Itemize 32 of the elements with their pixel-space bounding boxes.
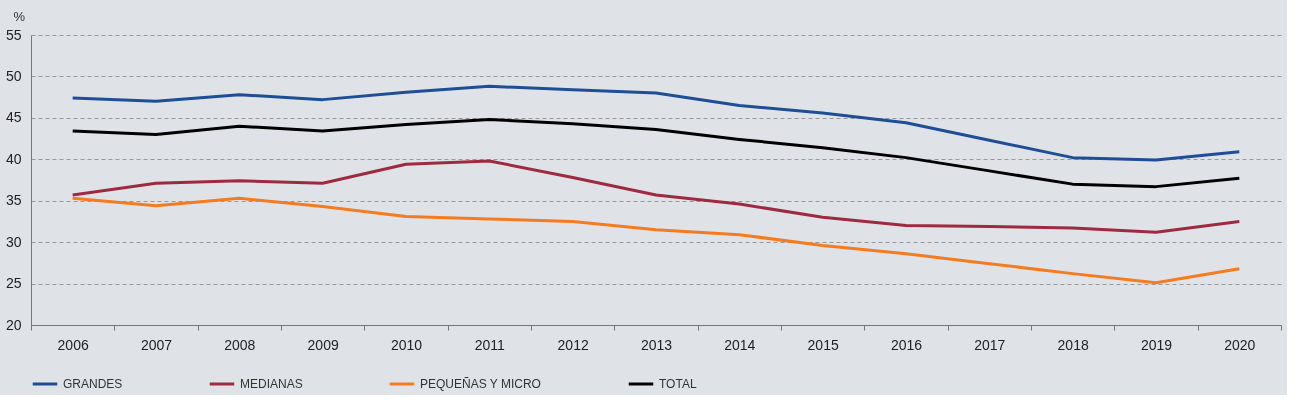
line-series (71, 196, 1241, 285)
x-tick-label: 2012 (557, 336, 589, 353)
legend-label: MEDIANAS (240, 377, 303, 391)
x-tick-label: 2006 (57, 336, 89, 353)
x-tick-label: 2011 (474, 336, 506, 353)
x-tick-label: 2010 (390, 336, 423, 353)
x-tick-label: 2008 (224, 336, 256, 353)
y-axis-title: % (13, 8, 26, 24)
x-tick-label: 2009 (307, 336, 339, 353)
x-tick-label: 2014 (724, 336, 756, 353)
line-series (71, 84, 1241, 162)
x-tick-label: 2015 (807, 336, 839, 353)
x-tick-label: 2018 (1057, 336, 1089, 353)
y-tick-label: 55 (5, 26, 22, 43)
legend-label: PEQUEÑAS Y MICRO (420, 377, 541, 391)
legend-label: GRANDES (63, 377, 123, 391)
x-tick-label: 2020 (1224, 336, 1256, 353)
x-tick-label: 2007 (140, 336, 173, 353)
y-tick-label: 45 (5, 109, 22, 126)
y-tick-label: 25 (5, 275, 22, 292)
x-tick-label: 2013 (640, 336, 673, 353)
y-tick-label: 35 (5, 192, 22, 209)
line-series (71, 159, 1241, 234)
legend-label: TOTAL (659, 377, 697, 391)
y-tick-label: 50 (5, 67, 22, 84)
line-series (71, 118, 1241, 189)
x-tick-label: 2016 (890, 336, 923, 353)
y-tick-label: 30 (5, 233, 22, 250)
x-tick-label: 2017 (974, 336, 1006, 353)
x-tick-label: 2019 (1140, 336, 1173, 353)
y-tick-label: 40 (5, 150, 22, 167)
y-tick-label: 20 (5, 316, 22, 333)
